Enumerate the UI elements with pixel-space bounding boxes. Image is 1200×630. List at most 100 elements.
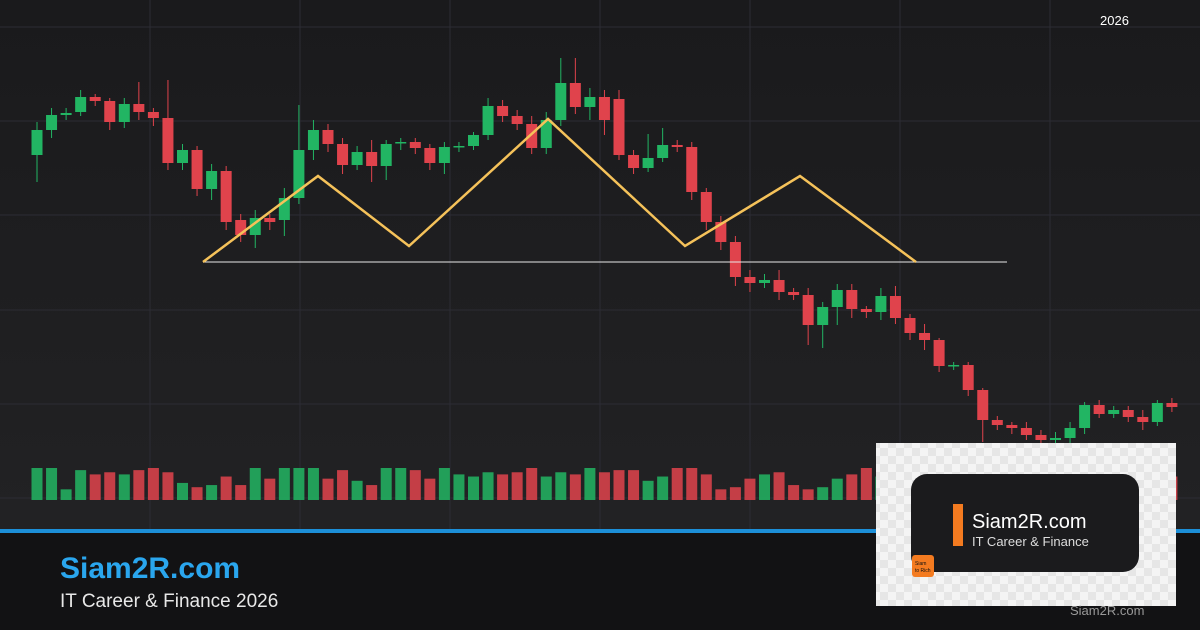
candle-body xyxy=(235,220,247,235)
candle-body xyxy=(1006,425,1018,428)
candle-body xyxy=(642,158,654,168)
candle-body xyxy=(817,307,829,325)
candle-body xyxy=(948,365,960,367)
volume-bar xyxy=(409,470,421,500)
candle-body xyxy=(962,365,974,390)
candle-body xyxy=(307,130,319,150)
volume-bar xyxy=(177,482,188,500)
candle-body xyxy=(1035,435,1047,440)
candle-body xyxy=(293,150,305,198)
volume-bar xyxy=(657,476,669,500)
volume-bar xyxy=(453,474,465,500)
badge-icon-text: Siam xyxy=(915,561,926,567)
volume-bar xyxy=(831,478,843,500)
candle-body xyxy=(409,142,421,148)
volume-bar xyxy=(628,470,640,500)
volume-bar xyxy=(802,489,814,500)
candle-body xyxy=(526,124,538,148)
candle-body xyxy=(1166,403,1178,407)
candle-body xyxy=(1079,405,1091,428)
candle-body xyxy=(759,280,770,283)
candle-body xyxy=(1122,410,1134,417)
volume-bar xyxy=(278,468,290,500)
volume-bar xyxy=(337,470,349,500)
candle-body xyxy=(1064,428,1076,438)
volume-bar xyxy=(220,476,232,500)
candle-body xyxy=(75,97,87,112)
badge xyxy=(911,474,1139,572)
volume-bar xyxy=(846,474,858,500)
volume-bar xyxy=(729,487,741,500)
volume-bar xyxy=(46,468,58,500)
volume-bar xyxy=(366,485,378,500)
volume-bar xyxy=(817,487,829,500)
candle-body xyxy=(1050,438,1061,440)
candle-body xyxy=(933,340,945,366)
candle-body xyxy=(1108,410,1120,414)
footer-site: Siam2R.com xyxy=(1070,603,1144,618)
candle-body xyxy=(482,106,494,135)
candle-body xyxy=(875,296,887,312)
candle-body xyxy=(744,277,756,283)
volume-bar xyxy=(569,474,581,500)
candle-body xyxy=(104,101,116,122)
volume-bar xyxy=(686,468,698,500)
candle-body xyxy=(60,113,72,115)
badge-icon xyxy=(912,555,934,577)
volume-bar xyxy=(104,472,116,500)
volume-bar xyxy=(351,480,363,500)
candle-body xyxy=(686,147,698,192)
pattern-line xyxy=(202,117,917,264)
volume-bar xyxy=(700,474,712,500)
volume-bar xyxy=(438,468,450,500)
candle-body xyxy=(322,130,334,144)
volume-bar xyxy=(307,468,319,500)
candle-body xyxy=(191,150,203,189)
candle-body xyxy=(1151,403,1163,422)
candle-body xyxy=(468,135,479,146)
volume-bar xyxy=(395,468,407,500)
volume-bar xyxy=(671,468,683,500)
candle-body xyxy=(351,152,363,165)
candle-body xyxy=(889,296,901,318)
candle-body xyxy=(118,104,130,122)
volume-bar xyxy=(759,474,770,500)
volume-bar xyxy=(497,474,509,500)
volume-bar xyxy=(293,468,305,500)
volume-bar xyxy=(468,476,479,500)
volume-bar xyxy=(482,472,494,500)
volume-bar xyxy=(511,472,523,500)
volume-bar xyxy=(31,468,43,500)
candle-body xyxy=(1137,417,1149,422)
candle-body xyxy=(380,144,392,166)
candle-body xyxy=(788,292,800,295)
candle-body xyxy=(657,145,669,158)
volume-bar xyxy=(380,468,392,500)
volume-bar xyxy=(191,487,203,500)
volume-bar xyxy=(555,472,567,500)
volume-bar xyxy=(60,489,72,500)
candle-body xyxy=(773,280,785,292)
badge-title: Siam2R.com xyxy=(972,511,1086,533)
volume-bar xyxy=(613,470,625,500)
candle-body xyxy=(147,112,159,118)
volume-bar xyxy=(206,485,218,500)
candle-body xyxy=(206,171,218,189)
volume-bar xyxy=(424,478,436,500)
year-label: 2026 xyxy=(1100,13,1129,28)
candle-body xyxy=(162,118,174,163)
brand-subtitle: IT Career & Finance 2026 xyxy=(60,591,278,612)
candle-body xyxy=(540,120,552,148)
candle-body xyxy=(31,130,43,155)
candle-body xyxy=(133,104,145,112)
candle-body xyxy=(802,295,814,325)
candle-body xyxy=(700,192,712,222)
candle-body xyxy=(977,390,989,420)
candle-body xyxy=(860,309,872,312)
candle-body xyxy=(831,290,843,307)
candle-body xyxy=(366,152,378,166)
volume-bar xyxy=(133,470,145,500)
volume-bar xyxy=(249,468,261,500)
volume-bar xyxy=(322,478,334,500)
candle-body xyxy=(919,333,931,340)
